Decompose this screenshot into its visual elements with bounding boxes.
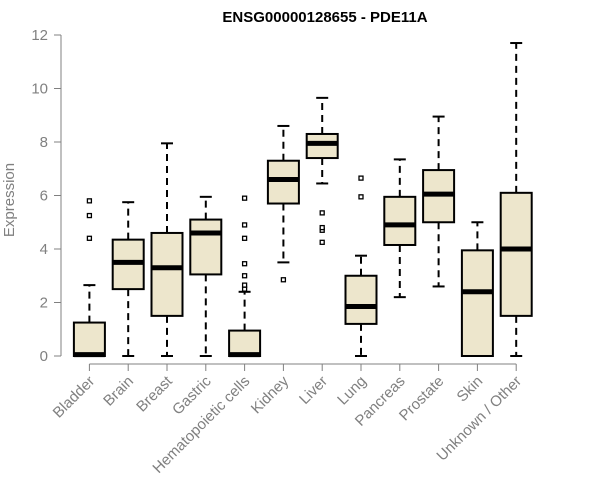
box-1 (111, 201, 145, 357)
outlier-point (319, 224, 325, 231)
y-tick-label: 4 (40, 241, 48, 258)
outlier-point (319, 210, 325, 216)
outlier-point (358, 194, 364, 200)
y-tick-label: 12 (31, 27, 48, 44)
outlier-point (241, 222, 248, 228)
outlier-point (86, 212, 93, 219)
outlier-point (241, 261, 248, 267)
box-6 (305, 96, 339, 245)
y-axis: 0 2 4 6 8 10 12 (31, 27, 62, 365)
box-9 (422, 115, 456, 288)
box-7 (344, 175, 378, 357)
outlier-point (241, 273, 248, 279)
box-10 (460, 221, 494, 357)
box-5 (266, 124, 300, 283)
outlier-point (241, 282, 248, 288)
box-iqr (228, 329, 262, 357)
outlier-point (358, 175, 364, 181)
x-tick-label: Bladder (50, 373, 99, 422)
outlier-point (86, 198, 93, 204)
y-axis-label: Expression (1, 163, 18, 237)
box-iqr (189, 218, 223, 276)
box-iqr (460, 249, 494, 357)
box-iqr (72, 321, 106, 357)
box-iqr (499, 191, 533, 317)
outlier-point (241, 195, 248, 201)
y-tick-label: 6 (40, 188, 48, 205)
y-tick-label: 8 (40, 134, 48, 151)
y-tick-label: 10 (31, 81, 48, 98)
box-series (72, 42, 533, 358)
outlier-point (86, 235, 93, 241)
x-tick-label: Lung (334, 373, 370, 409)
box-2 (150, 142, 184, 357)
box-3 (189, 195, 223, 357)
x-tick-label: Kidney (248, 372, 293, 417)
outlier-point (241, 235, 248, 241)
box-0 (72, 198, 106, 358)
box-iqr (344, 274, 378, 325)
box-iqr (150, 231, 184, 317)
x-tick-label: Liver (296, 373, 331, 408)
x-tick-label: Brain (100, 373, 137, 410)
box-11 (499, 42, 533, 357)
box-8 (383, 158, 417, 299)
y-tick-label: 0 (40, 348, 48, 365)
outlier-point (280, 277, 287, 283)
box-4 (228, 195, 262, 358)
y-tick-label: 2 (40, 295, 48, 312)
x-tick-label: Skin (454, 373, 487, 406)
box-iqr (383, 195, 417, 246)
box-iqr (266, 159, 300, 205)
x-tick-label: Breast (133, 372, 176, 415)
box-iqr (305, 132, 339, 160)
outlier-point (319, 239, 325, 245)
chart-title: ENSG00000128655 - PDE11A (222, 9, 427, 26)
